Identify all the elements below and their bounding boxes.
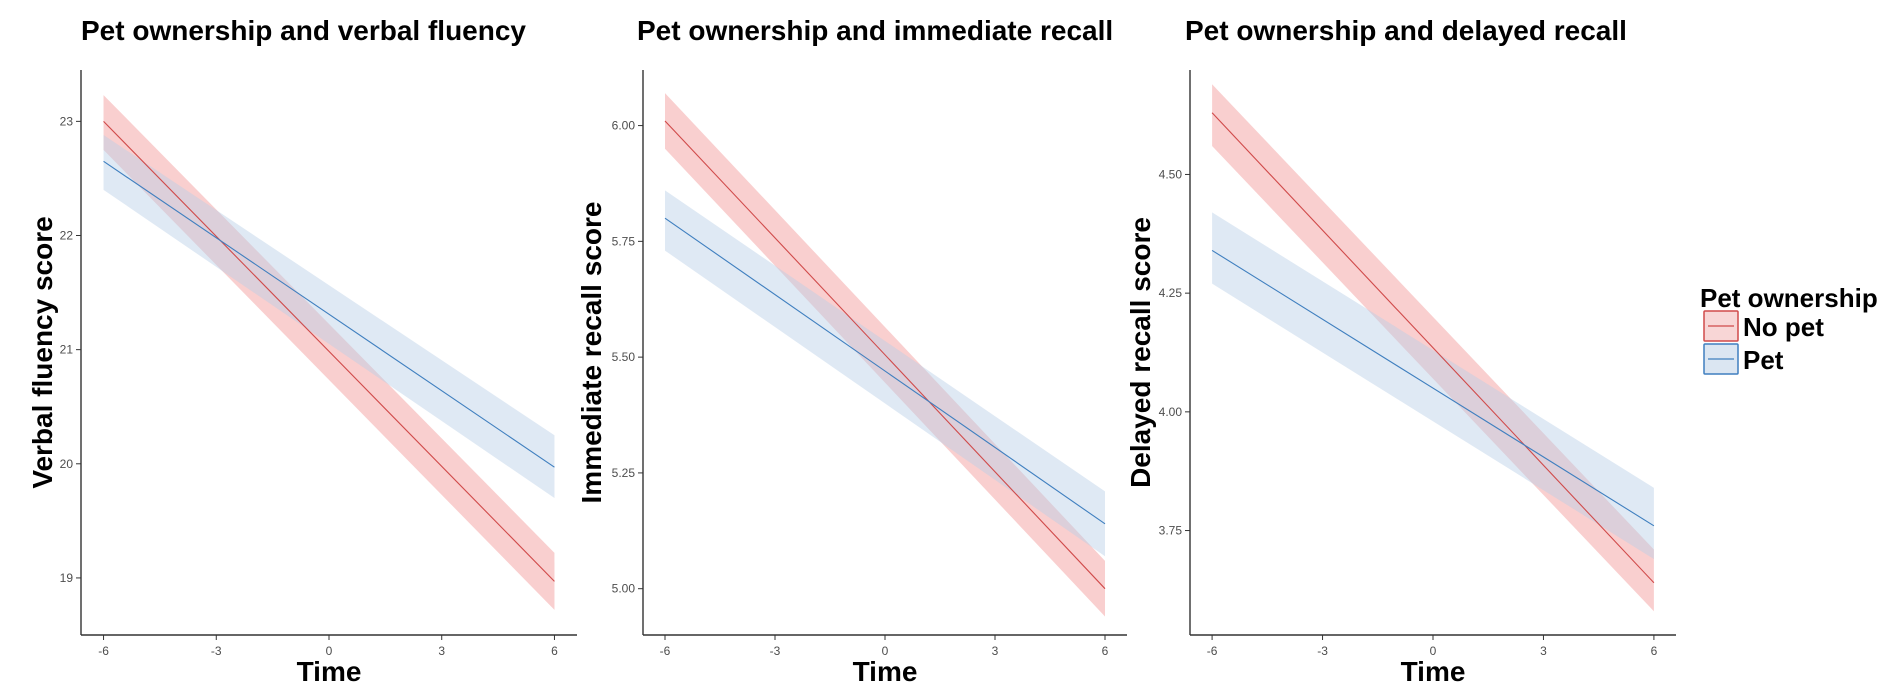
series-line-pet — [103, 160, 555, 468]
legend-label-no-pet: No pet — [1743, 312, 1824, 342]
x-tick-label: 6 — [1102, 644, 1109, 658]
x-tick-label: 0 — [326, 644, 333, 658]
x-tick-label: -6 — [1207, 644, 1218, 658]
panel-title: Pet ownership and delayed recall — [1185, 15, 1627, 46]
series-line-no-pet — [1211, 112, 1655, 584]
x-tick-label: 6 — [1651, 644, 1658, 658]
x-tick-label: 3 — [992, 644, 999, 658]
y-tick-label: 20 — [60, 457, 74, 471]
series-line-no-pet — [103, 120, 555, 582]
y-tick-label: 19 — [60, 571, 74, 585]
panels: Pet ownership and verbal fluency -6 -3 0 3 6 1… — [27, 15, 1676, 687]
confidence-band-no-pet — [103, 95, 555, 610]
x-tick-label: 0 — [882, 644, 889, 658]
y-axis-title: Immediate recall score — [576, 202, 607, 504]
confidence-band-pet — [103, 135, 555, 499]
x-tick-label: -3 — [211, 644, 222, 658]
y-tick-label: 4.25 — [1159, 286, 1183, 300]
y-tick-label: 21 — [60, 343, 74, 357]
legend-item-pet: Pet — [1703, 343, 1784, 375]
x-axis-title: Time — [297, 656, 362, 687]
x-tick-label: 6 — [551, 644, 558, 658]
confidence-band-pet — [665, 190, 1105, 557]
confidence-band-pet — [1212, 212, 1654, 560]
panel-3: Pet ownership and delayed recall -6 -3 0 3 6 3… — [1125, 15, 1676, 687]
y-tick-label: 5.50 — [612, 350, 636, 364]
x-axis-title: Time — [1401, 656, 1466, 687]
series-line-pet — [1211, 249, 1655, 527]
series-line-pet — [664, 217, 1106, 525]
y-tick-label: 4.00 — [1159, 405, 1183, 419]
legend-label-pet: Pet — [1743, 345, 1784, 375]
panel-1: Pet ownership and verbal fluency -6 -3 0 3 6 1… — [27, 15, 577, 687]
x-tick-label: 0 — [1430, 644, 1437, 658]
legend: Pet ownership No pet Pet — [1700, 283, 1878, 375]
x-axis-title: Time — [853, 656, 918, 687]
y-axis-title: Delayed recall score — [1125, 217, 1156, 488]
y-tick-label: 22 — [60, 229, 74, 243]
y-tick-label: 3.75 — [1159, 524, 1183, 538]
x-tick-label: -6 — [660, 644, 671, 658]
panel-title: Pet ownership and verbal fluency — [81, 15, 526, 46]
x-tick-label: 3 — [1540, 644, 1547, 658]
x-tick-label: 3 — [438, 644, 445, 658]
panel-title: Pet ownership and immediate recall — [637, 15, 1113, 46]
y-tick-label: 5.25 — [612, 466, 636, 480]
y-tick-label: 4.50 — [1159, 167, 1183, 181]
y-axis-title: Verbal fluency score — [27, 216, 58, 488]
x-tick-label: -3 — [1317, 644, 1328, 658]
x-tick-label: -6 — [98, 644, 109, 658]
legend-title: Pet ownership — [1700, 283, 1878, 313]
x-tick-label: -3 — [770, 644, 781, 658]
y-tick-label: 23 — [60, 114, 74, 128]
y-tick-label: 6.00 — [612, 119, 636, 133]
legend-item-no-pet: No pet — [1703, 310, 1824, 342]
series-line-no-pet — [664, 120, 1106, 590]
panel-2: Pet ownership and immediate recall -6 -3 0 3… — [576, 15, 1127, 687]
y-tick-label: 5.75 — [612, 234, 636, 248]
y-tick-label: 5.00 — [612, 582, 636, 596]
